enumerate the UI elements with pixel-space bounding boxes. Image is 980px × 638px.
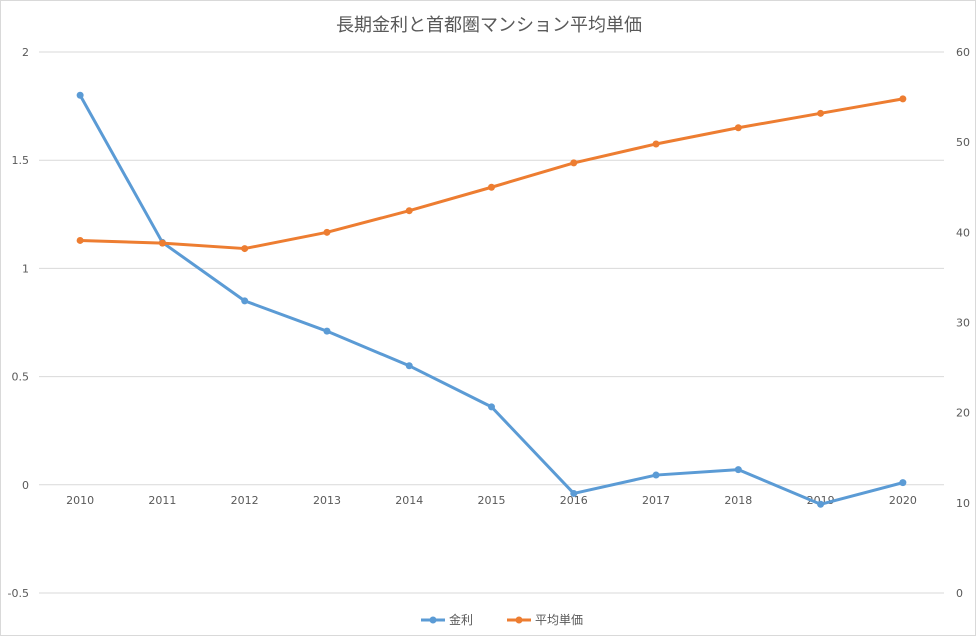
x-tick-label: 2017 xyxy=(642,494,670,507)
left-tick-label: 0.5 xyxy=(12,371,30,384)
x-tick-label: 2010 xyxy=(66,494,94,507)
right-tick-label: 40 xyxy=(956,226,970,239)
x-tick-label: 2014 xyxy=(395,494,423,507)
data-point xyxy=(158,239,166,247)
legend-marker xyxy=(515,616,523,624)
data-point xyxy=(488,183,495,191)
right-tick-label: 60 xyxy=(956,46,970,59)
legend: 金利 平均単価 xyxy=(421,612,583,627)
data-point xyxy=(241,297,249,305)
left-tick-label: 1.5 xyxy=(12,154,30,167)
chart-title: 長期金利と首都圏マンション平均単価 xyxy=(336,15,642,36)
right-axis-ticks: 0 10 20 30 40 50 60 xyxy=(956,46,970,600)
data-point xyxy=(817,500,825,508)
legend-marker xyxy=(429,616,437,624)
x-tick-label: 2012 xyxy=(231,494,259,507)
x-tick-label: 2020 xyxy=(889,494,917,507)
left-tick-label: 2 xyxy=(22,46,29,59)
data-point xyxy=(570,159,578,167)
data-point xyxy=(241,245,249,253)
right-tick-label: 20 xyxy=(956,407,970,420)
data-point xyxy=(734,124,742,132)
data-point xyxy=(405,362,413,370)
data-point xyxy=(899,95,907,103)
x-axis-ticks: 2010 2011 2012 2013 2014 2015 2016 2017 2018 2019… xyxy=(66,494,917,507)
x-tick-label: 2018 xyxy=(724,494,752,507)
right-tick-label: 0 xyxy=(956,587,963,600)
x-tick-label: 2016 xyxy=(560,494,588,507)
left-tick-label: 0 xyxy=(22,479,29,492)
right-tick-label: 50 xyxy=(956,136,970,149)
gridlines xyxy=(39,51,944,594)
left-tick-label: -0.5 xyxy=(8,587,29,600)
left-axis-ticks: -0.5 0 0.5 1 1.5 2 xyxy=(8,46,29,600)
data-point xyxy=(405,207,413,215)
data-point xyxy=(899,479,907,487)
data-point xyxy=(76,91,84,99)
x-tick-label: 2013 xyxy=(313,494,341,507)
data-point xyxy=(76,236,84,244)
data-point xyxy=(323,327,331,335)
series-line xyxy=(78,97,905,251)
data-point xyxy=(323,228,331,236)
data-point xyxy=(734,466,742,474)
data-point xyxy=(652,140,660,148)
left-tick-label: 1 xyxy=(22,262,29,275)
data-point xyxy=(488,403,495,411)
x-tick-label: 2015 xyxy=(478,494,506,507)
data-point xyxy=(817,109,825,117)
data-point xyxy=(570,489,578,497)
right-tick-label: 10 xyxy=(956,497,970,510)
data-point xyxy=(652,471,660,479)
x-tick-label: 2011 xyxy=(148,494,176,507)
series-layer xyxy=(76,91,907,508)
legend-label: 平均単価 xyxy=(535,613,583,627)
right-tick-label: 30 xyxy=(956,317,970,330)
series-line xyxy=(78,93,905,506)
legend-label: 金利 xyxy=(449,612,473,627)
